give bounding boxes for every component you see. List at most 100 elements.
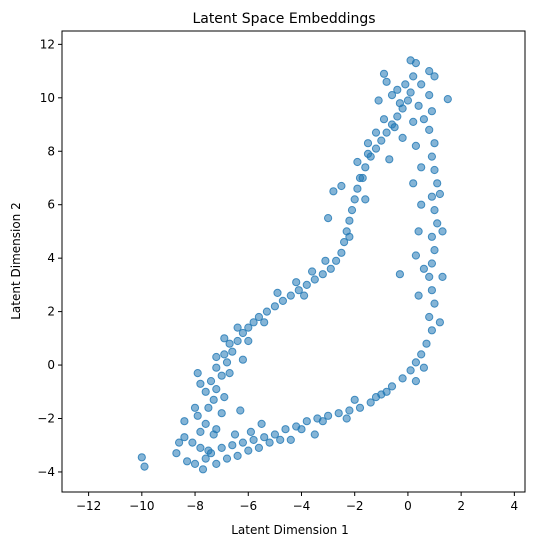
data-point — [337, 248, 346, 257]
data-point — [353, 184, 362, 193]
data-point — [217, 371, 226, 380]
data-point — [270, 430, 279, 439]
data-point — [419, 363, 428, 372]
x-tick-label: 4 — [511, 499, 519, 513]
data-point — [233, 323, 242, 332]
data-point — [345, 232, 354, 241]
data-point — [196, 427, 205, 436]
data-point — [196, 379, 205, 388]
data-point — [233, 451, 242, 460]
data-point — [409, 117, 418, 127]
data-point — [244, 446, 253, 455]
data-point — [382, 77, 391, 86]
data-point — [374, 96, 383, 105]
data-point — [340, 238, 349, 247]
data-point — [228, 441, 237, 450]
data-point — [238, 438, 247, 447]
x-axis-ticks: −12 −10 −8 −6 −4 −2 0 2 4 — [76, 492, 518, 513]
data-point — [361, 195, 370, 204]
data-point — [395, 270, 404, 279]
data-point — [300, 291, 309, 300]
data-point — [433, 219, 442, 228]
data-point — [414, 227, 423, 236]
x-tick-label: 2 — [457, 499, 465, 513]
data-point — [363, 139, 373, 148]
data-point — [188, 438, 197, 447]
data-point — [342, 414, 351, 423]
data-point — [332, 256, 341, 265]
plot-frame — [61, 30, 526, 493]
x-tick-label: −12 — [76, 499, 101, 513]
data-point — [422, 339, 431, 348]
y-tick-label: 4 — [47, 251, 55, 265]
data-point — [244, 336, 253, 346]
data-point — [427, 107, 436, 116]
y-axis-label: Latent Dimension 2 — [9, 202, 23, 320]
data-point — [302, 280, 311, 289]
y-tick-label: 8 — [47, 144, 55, 158]
data-point — [427, 192, 436, 201]
data-point — [366, 398, 375, 407]
x-tick-label: 0 — [404, 499, 412, 513]
y-axis-ticks: −4 −2 0 2 4 6 8 10 12 — [37, 37, 62, 479]
data-point — [414, 291, 423, 300]
data-point — [190, 403, 200, 412]
data-point — [443, 95, 452, 104]
data-point — [217, 443, 226, 452]
data-point — [430, 72, 439, 81]
data-point — [324, 411, 333, 420]
data-point — [308, 267, 317, 276]
data-point — [172, 449, 181, 458]
data-point — [238, 328, 247, 338]
data-point — [379, 115, 389, 124]
data-point — [281, 425, 290, 434]
data-point — [310, 430, 319, 439]
y-tick-label: 2 — [47, 305, 55, 319]
data-point — [393, 112, 402, 121]
data-point — [190, 459, 200, 468]
data-point — [321, 256, 330, 265]
data-point — [406, 88, 415, 97]
y-tick-label: 12 — [40, 37, 55, 51]
data-point — [286, 291, 295, 300]
data-point — [193, 369, 202, 378]
data-point — [427, 326, 436, 335]
data-point — [345, 216, 354, 225]
data-point — [220, 393, 229, 402]
data-point — [417, 350, 426, 359]
data-point — [409, 72, 418, 81]
data-point — [270, 302, 279, 311]
data-point — [297, 425, 306, 434]
data-point — [318, 417, 327, 426]
data-point — [212, 352, 221, 362]
data-point — [329, 187, 338, 196]
data-point — [236, 406, 245, 415]
data-point — [230, 430, 240, 439]
data-point — [403, 96, 412, 105]
data-point — [265, 438, 274, 447]
data-point — [430, 165, 439, 175]
data-point — [204, 403, 213, 412]
data-point — [193, 411, 202, 420]
data-point — [353, 157, 362, 167]
data-point — [324, 214, 333, 223]
data-point — [318, 270, 327, 279]
data-point — [419, 115, 428, 124]
data-point — [435, 189, 444, 199]
data-point — [430, 139, 439, 148]
data-point — [398, 133, 407, 142]
data-point — [401, 80, 410, 89]
data-point — [212, 385, 221, 394]
x-tick-label: −6 — [239, 499, 257, 513]
chart-title: Latent Space Embeddings — [192, 11, 375, 27]
data-point — [249, 318, 258, 327]
data-point — [417, 200, 426, 209]
plot-points — [137, 56, 452, 474]
data-point — [379, 69, 389, 78]
data-point — [246, 427, 255, 436]
data-point — [419, 264, 428, 273]
data-point — [430, 206, 439, 215]
data-point — [273, 288, 282, 297]
data-point — [257, 419, 266, 428]
